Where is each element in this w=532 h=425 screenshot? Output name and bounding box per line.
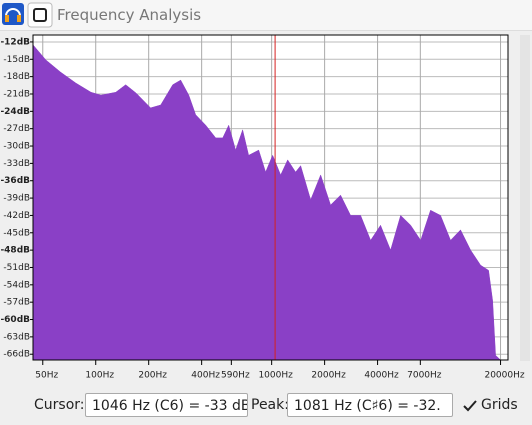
- grids-label: Grids: [481, 397, 518, 413]
- y-tick-label: -30dB: [3, 142, 30, 152]
- y-tick-label: -57dB: [3, 298, 30, 308]
- grids-checkbox[interactable]: [461, 397, 479, 415]
- title-bar: Frequency Analysis: [0, 0, 532, 31]
- x-tick-label: 1000Hz: [258, 371, 293, 381]
- window-title: Frequency Analysis: [57, 6, 202, 24]
- y-tick-label: -54dB: [3, 280, 30, 290]
- peak-field[interactable]: 1081 Hz (C♯6) = -32.: [287, 393, 453, 417]
- y-tick-label: -45dB: [3, 228, 30, 238]
- cursor-label: Cursor:: [34, 397, 85, 413]
- scrollbar[interactable]: [520, 35, 530, 361]
- y-tick-label: -48dB: [0, 246, 30, 256]
- x-tick-label: 50Hz: [35, 371, 58, 381]
- x-tick-label: 400Hz: [191, 371, 220, 381]
- x-tick-label: 2000Hz: [311, 371, 346, 381]
- title-icons: [2, 2, 53, 28]
- y-tick-label: -42dB: [3, 211, 30, 221]
- y-tick-label: -12dB: [0, 37, 30, 47]
- spectrum-chart: -12dB -15dB -18dB -21dB -24dB -27dB -30dB -33dB…: [0, 34, 530, 381]
- cursor-field[interactable]: 1046 Hz (C6) = -33 dB: [85, 393, 248, 417]
- y-tick-label: -39dB: [3, 194, 30, 204]
- x-tick-label: 7000Hz: [407, 371, 442, 381]
- spectrum-area: [32, 44, 508, 361]
- y-tick-label: -27dB: [3, 124, 30, 134]
- x-tick-label: 100Hz: [85, 371, 114, 381]
- y-tick-label: -36dB: [0, 176, 30, 186]
- y-tick-label: -18dB: [3, 72, 30, 82]
- y-tick-label: -24dB: [0, 107, 30, 117]
- y-tick-label: -15dB: [3, 55, 30, 65]
- y-tick-label: -63dB: [3, 332, 30, 342]
- y-tick-label: -51dB: [3, 263, 30, 273]
- checkmark: [463, 400, 477, 412]
- y-tick-label: -60dB: [0, 315, 30, 325]
- y-tick-label: -66dB: [3, 350, 30, 360]
- x-tick-label: 200Hz: [138, 371, 167, 381]
- x-tick-label: 590Hz: [221, 371, 250, 381]
- plot-frame: [32, 34, 509, 361]
- x-tick-label: 4000Hz: [364, 371, 399, 381]
- peak-label: Peak:: [251, 397, 289, 413]
- y-tick-label: -21dB: [3, 89, 30, 99]
- y-tick-label: -33dB: [3, 159, 30, 169]
- x-tick-label: 20000Hz: [484, 371, 524, 381]
